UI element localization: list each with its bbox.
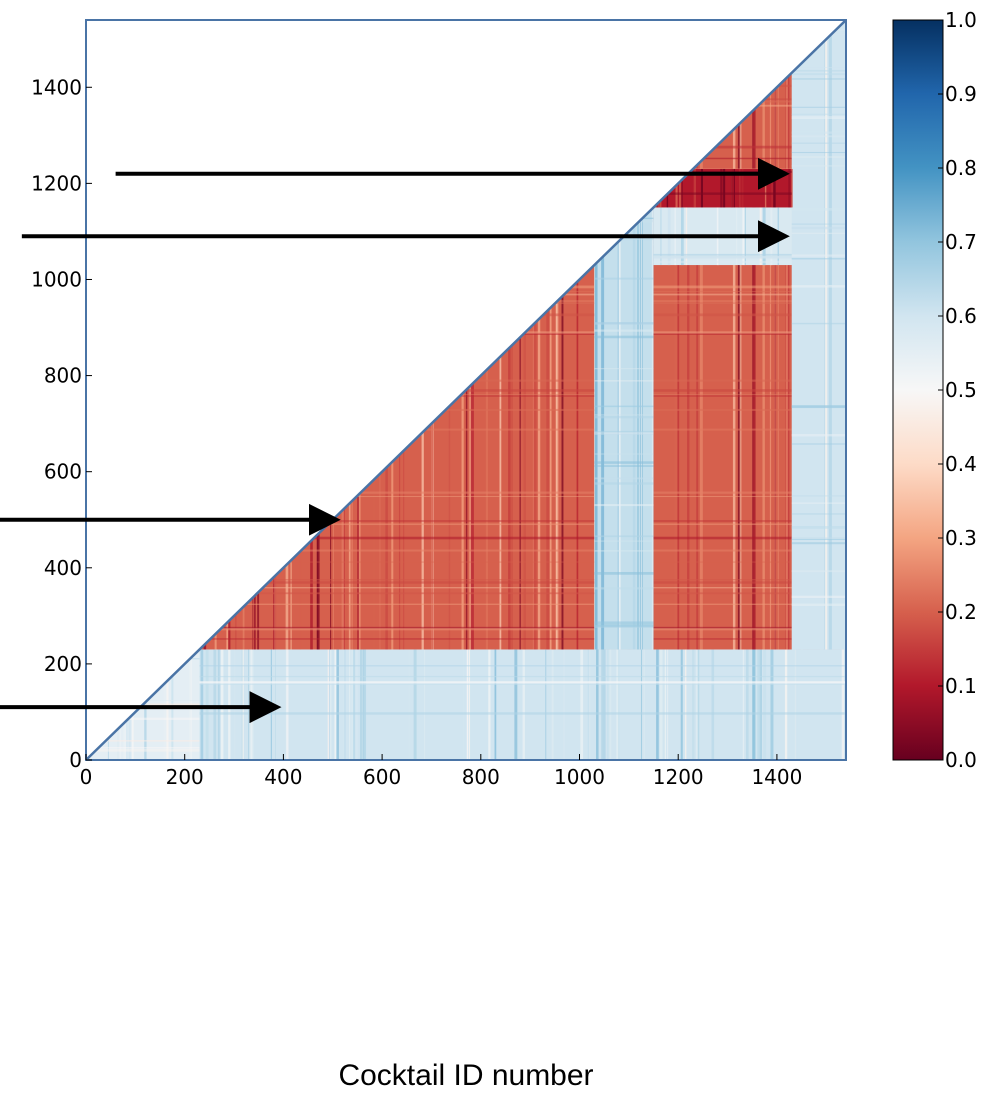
colorbar-tick-label: 1.0 [945, 8, 977, 32]
colorbar-tick-label: 0.3 [945, 526, 977, 550]
y-tick-label: 1400 [31, 75, 82, 99]
y-tick-label: 200 [44, 652, 82, 676]
x-tick-label: 1000 [554, 765, 605, 789]
colorbar-tick-label: 0.5 [945, 378, 977, 402]
colorbar-tick-label: 0.0 [945, 748, 977, 772]
plot-frame [85, 19, 847, 761]
y-tick-label: 800 [44, 364, 82, 388]
x-tick-label: 200 [166, 765, 204, 789]
colorbar-tick-label: 0.1 [945, 674, 977, 698]
y-tick-label: 1200 [31, 171, 82, 195]
colorbar-tick-label: 0.9 [945, 82, 977, 106]
plot-area [85, 19, 847, 761]
annotation-arrows [0, 157, 790, 724]
colorbar-tick-label: 0.2 [945, 600, 977, 624]
x-tick-label: 400 [264, 765, 302, 789]
x-tick-label: 600 [363, 765, 401, 789]
x-tick-label: 1200 [653, 765, 704, 789]
y-tick-label: 0 [69, 748, 82, 772]
x-tick-label: 0 [80, 765, 93, 789]
colorbar-tick-label: 0.7 [945, 230, 977, 254]
diagonal-line [85, 19, 847, 761]
y-tick-label: 600 [44, 460, 82, 484]
colorbar-tick-label: 0.6 [945, 304, 977, 328]
x-axis: 0 200 400 600 800 1000 1200 1400 [80, 754, 802, 789]
colorbar-tick-label: 0.8 [945, 156, 977, 180]
x-tick-label: 1400 [751, 765, 802, 789]
x-tick-label: 800 [462, 765, 500, 789]
colorbar-gradient [892, 19, 944, 761]
x-axis-label: Cocktail ID number [338, 1059, 593, 1092]
colorbar: 0.0 0.1 0.2 0.3 0.4 0.5 0.6 0.7 0.8 0.9 1.0 [892, 8, 977, 772]
y-axis: 0 200 400 600 800 1000 1200 1400 [31, 75, 92, 772]
heatmap-region-1 [199, 649, 846, 760]
heatmap-region-5 [791, 20, 846, 650]
y-tick-label: 1000 [31, 267, 82, 291]
colorbar-tick-label: 0.4 [945, 452, 977, 476]
y-tick-label: 400 [44, 556, 82, 580]
